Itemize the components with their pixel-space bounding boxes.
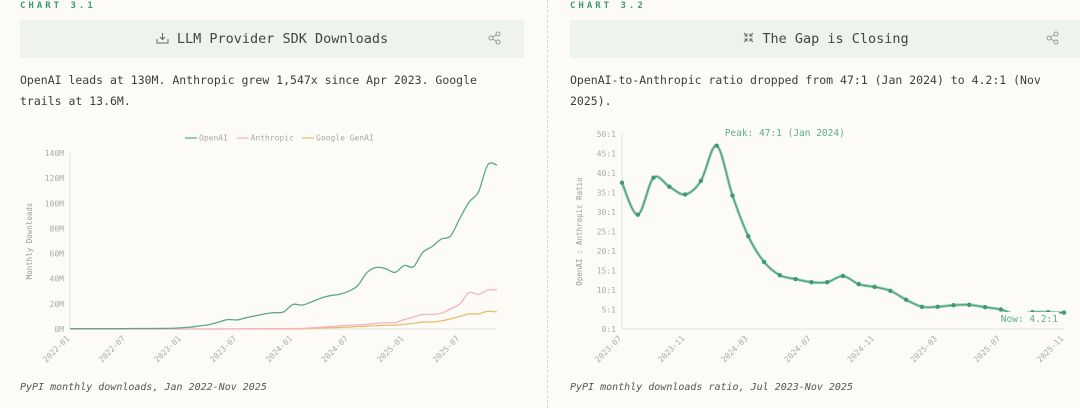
x-tick-label: 2022-07 (97, 334, 127, 364)
chart-description: OpenAI leads at 130M. Anthropic grew 1,5… (20, 73, 477, 108)
y-tick-label: 140M (45, 149, 64, 158)
data-point (635, 212, 640, 217)
chart-header: The Gap is Closing (570, 20, 1080, 58)
x-tick-label: 2025-01 (375, 334, 405, 364)
data-point (730, 193, 735, 198)
y-axis-label: Monthly Downloads (25, 203, 34, 280)
x-tick-label: 2025-03 (909, 334, 939, 364)
chart-caption: PyPI monthly downloads, Jan 2022-Nov 202… (20, 382, 267, 393)
chart-kicker: CHART 3.2 (570, 1, 646, 11)
x-tick-label: 2023-11 (656, 334, 686, 364)
data-point (667, 184, 672, 189)
data-point (967, 302, 972, 308)
data-point (872, 284, 877, 290)
ratio-line-halo (620, 144, 1065, 317)
data-point (777, 272, 783, 278)
panel-divider (547, 0, 548, 408)
data-point (619, 180, 625, 185)
x-tick-label: 2024-03 (719, 334, 749, 364)
series-line-openai (69, 162, 498, 330)
y-tick-label: 5:1 (602, 306, 617, 315)
y-tick-label: 30:1 (597, 208, 616, 217)
y-tick-label: 50:1 (597, 130, 616, 139)
y-tick-label: 25:1 (597, 228, 616, 237)
annotation-bg (995, 312, 1059, 325)
chart-description: OpenAI-to-Anthropic ratio dropped from 4… (570, 73, 1041, 108)
y-tick-label: 35:1 (597, 189, 616, 198)
y-tick-label: 40M (50, 275, 65, 284)
data-point (651, 175, 656, 180)
x-tick-label: 2023-01 (153, 334, 183, 364)
compress-arrows-icon (743, 32, 754, 46)
share-icon[interactable] (1046, 31, 1060, 45)
chart-kicker: CHART 3.1 (20, 1, 96, 11)
data-point (903, 297, 909, 302)
download-tray-icon (156, 32, 169, 47)
data-point (856, 281, 861, 287)
chart-panel-ratio: CHART 3.2 The Gap is Closing OpenAI-to-A… (570, 0, 1080, 408)
x-tick-label: 2023-07 (208, 334, 238, 364)
x-tick-label: 2025-07 (972, 334, 1002, 364)
data-point (919, 304, 925, 309)
y-tick-label: 15:1 (597, 267, 616, 276)
ratio-line (621, 145, 1065, 316)
data-point (746, 233, 751, 239)
legend-label: OpenAI (199, 134, 228, 143)
data-point (682, 192, 688, 197)
ratio-line-chart: 0:1 5:1 10:1 15:1 20:1 25:1 30:1 35:1 40:1 45:1 50… (575, 128, 1067, 364)
x-tick-label: 2025-07 (431, 334, 461, 364)
data-point (951, 303, 956, 308)
chart-title: The Gap is Closing (762, 31, 909, 47)
data-point (935, 304, 940, 309)
data-point (761, 259, 767, 265)
chart-panel-downloads: CHART 3.1 LLM Provider SDK Downloads Ope… (20, 0, 524, 408)
chart-title: LLM Provider SDK Downloads (176, 31, 389, 47)
share-icon[interactable] (488, 31, 502, 45)
x-tick-label: 2024-11 (846, 334, 876, 364)
data-point (998, 307, 1004, 312)
y-tick-label: 120M (45, 174, 64, 183)
data-point (840, 273, 846, 279)
data-point (888, 288, 893, 293)
y-tick-label: 100M (45, 199, 64, 208)
data-point (714, 143, 719, 148)
y-tick-label: 40:1 (597, 169, 616, 178)
x-tick-label: 2024-01 (264, 334, 294, 364)
now-annotation: Now: 4.2:1 (1001, 314, 1058, 325)
y-tick-label: 0:1 (602, 325, 617, 334)
data-point (825, 280, 830, 285)
data-point (1061, 310, 1067, 315)
y-tick-label: 10:1 (597, 286, 616, 295)
x-tick-label: 2023-07 (593, 334, 623, 364)
data-point (698, 178, 704, 183)
y-tick-label: 20:1 (597, 247, 616, 256)
chart-caption: PyPI monthly downloads ratio, Jul 2023-N… (570, 382, 853, 393)
series-line-anthropic (70, 289, 498, 330)
legend-label: Google GenAI (316, 134, 374, 143)
legend-label: Anthropic (251, 134, 295, 143)
y-tick-label: 60M (50, 250, 65, 259)
data-point (982, 304, 988, 310)
data-point (793, 276, 798, 282)
y-tick-label: 45:1 (597, 150, 616, 159)
y-tick-label: 80M (50, 224, 65, 233)
chart-header: LLM Provider SDK Downloads (20, 20, 524, 58)
x-tick-label: 2022-01 (41, 334, 71, 364)
downloads-line-chart: 0M 20M 40M 60M 80M 100M 120M 140M 2022-01 2022-07… (25, 134, 498, 364)
data-point (809, 280, 814, 285)
x-tick-label: 2025-11 (1035, 334, 1065, 364)
y-axis-label: OpenAI : Anthropic Ratio (575, 177, 584, 286)
y-tick-label: 0M (54, 325, 64, 334)
peak-annotation: Peak: 47:1 (Jan 2024) (725, 128, 845, 139)
x-tick-label: 2024-07 (783, 334, 813, 364)
x-tick-label: 2024-07 (320, 334, 350, 364)
y-tick-label: 20M (50, 300, 65, 309)
